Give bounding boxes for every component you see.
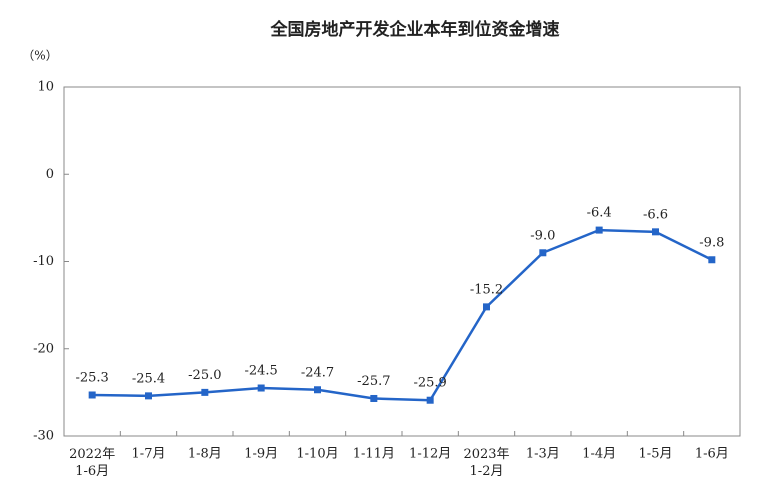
x-tick-label: 1-10月 <box>296 447 338 462</box>
y-tick-label: 10 <box>37 80 54 95</box>
data-label: -25.7 <box>357 374 390 389</box>
y-tick-label: -30 <box>33 429 54 444</box>
x-tick-label: 2022年 1-6月 <box>69 447 115 479</box>
data-label: -25.0 <box>188 368 221 383</box>
x-tick-label: 1-3月 <box>526 447 560 462</box>
plot-frame <box>63 86 741 437</box>
x-tick-label: 1-7月 <box>132 447 166 462</box>
marker <box>145 392 152 400</box>
x-tick-label: 1-11月 <box>353 447 395 462</box>
data-label: -6.6 <box>643 207 668 222</box>
x-tick-label: 1-9月 <box>244 447 278 462</box>
marker <box>708 256 716 264</box>
x-tick-label: 1-12月 <box>409 447 451 462</box>
marker <box>88 391 96 399</box>
data-label: -25.4 <box>132 371 165 386</box>
chart-title: 全国房地产开发企业本年到位资金增速 <box>270 19 560 40</box>
data-label: -24.5 <box>244 364 277 379</box>
data-label: -25.9 <box>413 376 446 391</box>
marker <box>426 396 434 404</box>
marker <box>201 388 209 396</box>
x-tick-label: 2023年 1-2月 <box>463 447 509 479</box>
data-label: -24.7 <box>301 365 334 380</box>
data-label: -25.3 <box>75 370 108 385</box>
marker <box>314 386 321 394</box>
marker <box>595 226 603 234</box>
marker <box>652 228 659 236</box>
marker <box>483 303 490 311</box>
y-unit: （%） <box>22 49 57 63</box>
y-tick-label: -10 <box>33 254 54 269</box>
x-tick-label: 1-8月 <box>188 447 222 462</box>
marker <box>539 249 547 257</box>
x-tick-label: 1-6月 <box>695 447 729 462</box>
marker <box>370 394 378 402</box>
data-label: -6.4 <box>587 206 612 221</box>
y-tick-label: -20 <box>33 341 54 356</box>
x-tick-label: 1-5月 <box>639 447 673 462</box>
x-tick-label: 1-4月 <box>582 447 616 462</box>
data-label: -9.0 <box>530 228 555 243</box>
y-tick-label: 0 <box>46 167 54 182</box>
data-label: -15.2 <box>470 282 503 297</box>
data-label: -9.8 <box>699 235 724 250</box>
line <box>92 228 713 402</box>
marker <box>257 384 265 392</box>
